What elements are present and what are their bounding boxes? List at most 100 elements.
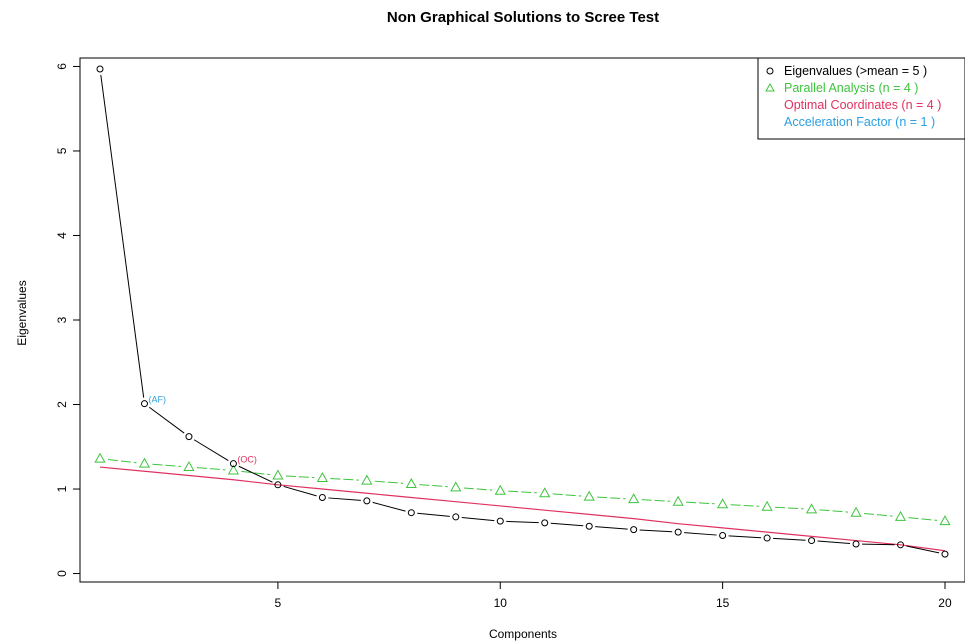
legend-box [757,57,965,140]
eigenvalue-point [452,513,460,521]
y-tick-label: 6 [55,63,69,70]
parallel-analysis-point [316,472,328,483]
eigenvalue-segment [417,512,450,517]
parallel-analysis-point [494,484,506,495]
eigenvalue-point [229,460,237,468]
eigenvalue-point [407,509,415,517]
x-tick-label: 5 [275,596,282,610]
parallel-analysis-segment [196,467,226,471]
legend-parallel-analysis: Parallel Analysis (n = 4 ) [784,81,918,95]
annotation-label: (OC) [237,455,256,465]
x-tick-label: 15 [716,596,730,610]
y-tick-label: 1 [55,485,69,492]
eigenvalue-point [852,540,860,548]
parallel-analysis-point [405,477,417,488]
eigenvalue-segment [728,535,762,539]
parallel-analysis-point [183,461,195,472]
eigenvalue-point [185,433,193,441]
parallel-analysis-point [583,490,595,501]
eigenvalue-segment [283,485,317,497]
parallel-analysis-segment [597,496,626,500]
eigenvalue-segment [684,532,717,536]
eigenvalue-segment [100,74,145,398]
eigenvalue-point [585,522,593,530]
y-axis: 0 1 2 3 4 5 6 [55,63,80,577]
eigenvalue-segment [372,501,406,512]
eigenvalue-segment [862,543,895,546]
parallel-analysis-point [761,500,773,511]
parallel-analysis-segment [686,501,715,505]
parallel-analysis-segment [419,484,448,488]
parallel-analysis-segment [863,512,893,517]
parallel-analysis-segment [641,499,671,502]
eigenvalue-segment [328,497,361,501]
y-tick-label: 2 [55,401,69,408]
legend-acceleration-factor: Acceleration Factor (n = 1 ) [784,115,935,129]
x-tick-label: 10 [494,596,508,610]
eigenvalue-point [363,497,371,505]
eigenvalue-segment [773,537,806,541]
eigenvalue-segment [506,520,539,524]
eigenvalue-segment [595,526,628,530]
parallel-analysis-segment [152,463,182,467]
eigenvalue-point [763,534,771,542]
parallel-analysis-segment [508,490,537,494]
parallel-analysis-point [628,493,640,504]
chart-title: Non Graphical Solutions to Scree Test [387,9,659,26]
parallel-analysis-point [272,469,284,480]
parallel-analysis-point [361,474,373,485]
parallel-analysis-segment [374,480,404,484]
y-tick-label: 3 [55,316,69,323]
parallel-analysis-segment [908,517,938,521]
eigenvalue-segment [817,540,851,545]
legend-eigenvalues: Eigenvalues (>mean = 5 ) [784,64,927,78]
parallel-analysis-point [539,487,551,498]
y-tick-label: 5 [55,147,69,154]
eigenvalue-segment [149,406,185,434]
legend-optimal-coordinates: Optimal Coordinates (n = 4 ) [784,98,941,112]
eigenvalue-point [96,65,104,73]
legend-circle-icon [766,67,774,75]
parallel-analysis-segment [285,475,315,479]
parallel-analysis-segment [552,493,582,497]
parallel-analysis-point [717,498,729,509]
parallel-analysis-point [894,510,907,521]
eigenvalue-point [674,528,682,536]
eigenvalue-segment [550,522,584,527]
eigenvalue-point [496,517,504,525]
series-layer [94,65,951,558]
eigenvalue-point [630,526,638,534]
parallel-analysis-point [94,452,106,463]
annotation-label: (AF) [148,395,166,405]
parallel-analysis-segment [330,478,359,481]
parallel-analysis-point [939,515,951,526]
parallel-analysis-segment [730,504,760,507]
eigenvalue-segment [906,545,940,554]
parallel-analysis-point [450,481,462,492]
y-axis-label: Eigenvalues [15,280,29,345]
eigenvalue-point [274,481,282,489]
x-axis-label: Components [489,627,557,641]
parallel-analysis-point [227,464,240,475]
parallel-analysis-segment [107,459,137,464]
eigenvalue-segment [193,439,229,461]
eigenvalue-point [808,537,816,545]
eigenvalue-point [897,541,905,549]
parallel-analysis-point [672,495,684,506]
eigenvalue-point [941,550,949,558]
parallel-analysis-segment [241,470,271,476]
parallel-analysis-point [850,506,862,517]
parallel-analysis-segment [775,506,804,510]
x-tick-label: 20 [938,596,952,610]
eigenvalue-point [140,400,148,408]
parallel-analysis-point [138,457,151,468]
optimal-coordinates-line [99,466,946,552]
legend-triangle-icon [765,82,775,92]
eigenvalue-segment [639,529,673,533]
x-axis: 5 10 15 20 [275,582,952,610]
eigenvalue-point [318,493,326,501]
eigenvalue-segment [238,465,273,483]
y-tick-label: 0 [55,570,69,577]
parallel-analysis-segment [463,487,493,491]
